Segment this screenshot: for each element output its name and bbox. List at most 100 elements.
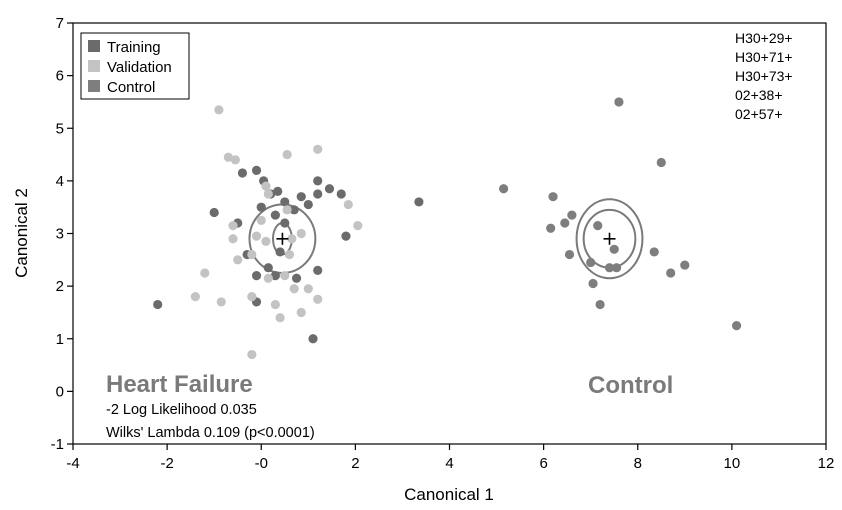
data-point-validation xyxy=(263,189,273,199)
y-axis-title: Canonical 2 xyxy=(12,188,31,278)
data-point-validation xyxy=(190,292,200,302)
data-point-training xyxy=(237,168,248,178)
data-point-control xyxy=(595,299,605,310)
x-tick-label: 10 xyxy=(724,455,741,472)
confidence-ellipse xyxy=(575,198,644,280)
group-label-heart-failure: Heart Failure xyxy=(106,371,253,398)
y-tick-label: 7 xyxy=(56,15,64,32)
x-tick-label: -2 xyxy=(160,455,173,472)
data-point-training xyxy=(251,165,262,175)
y-tick-label: 1 xyxy=(56,331,64,348)
stat-wilks-lambda: Wilks' Lambda 0.109 (p<0.0001) xyxy=(106,425,315,441)
data-point-validation xyxy=(289,284,299,294)
data-point-training xyxy=(313,265,323,275)
data-point-training xyxy=(313,176,323,186)
y-tick-label: 0 xyxy=(56,383,64,400)
stat-log-likelihood: -2 Log Likelihood 0.035 xyxy=(106,402,257,418)
data-point-training xyxy=(256,202,266,212)
data-point-control xyxy=(588,278,598,289)
data-point-validation xyxy=(296,307,306,318)
data-point-control xyxy=(604,263,615,273)
y-tick-label: 6 xyxy=(56,68,64,85)
data-point-training xyxy=(303,199,313,210)
data-point-training xyxy=(414,197,424,207)
data-point-control xyxy=(609,244,619,254)
data-point-training xyxy=(270,210,280,220)
data-point-control xyxy=(586,257,596,268)
data-point-training xyxy=(324,184,335,194)
data-point-control xyxy=(614,97,624,107)
data-point-validation xyxy=(313,144,323,154)
data-point-control xyxy=(560,218,570,228)
x-tick-label: 2 xyxy=(351,455,359,472)
centroid-ellipses xyxy=(248,198,644,280)
data-point-validation xyxy=(228,234,238,244)
x-axis-title: Canonical 1 xyxy=(404,485,494,504)
data-point-validation xyxy=(263,273,273,283)
data-point-training xyxy=(341,231,351,241)
data-point-control xyxy=(546,223,556,233)
x-tick-label: -0 xyxy=(255,455,268,472)
marker-item: 02+38+ xyxy=(735,87,783,103)
data-point-validation xyxy=(223,152,233,162)
data-point-training xyxy=(280,197,290,207)
legend-swatch-training xyxy=(88,40,100,52)
x-tick-label: -4 xyxy=(66,455,79,472)
data-point-control xyxy=(649,247,659,257)
data-point-validation xyxy=(247,292,257,302)
data-point-control xyxy=(611,263,622,273)
marker-item: H30+73+ xyxy=(735,68,793,84)
data-point-validation xyxy=(214,105,224,115)
data-point-control xyxy=(731,320,742,331)
centroid-plus-marker xyxy=(276,232,289,245)
data-point-training xyxy=(280,218,290,228)
x-tick-label: 4 xyxy=(445,455,453,472)
data-point-control xyxy=(666,268,676,278)
data-points xyxy=(153,97,742,360)
data-point-training xyxy=(270,271,280,281)
data-point-control xyxy=(548,192,558,202)
marker-item: H30+29+ xyxy=(735,30,793,46)
data-point-control xyxy=(564,249,575,260)
data-point-control xyxy=(567,210,577,220)
legend-swatch-validation xyxy=(88,60,100,72)
centroid-plus-marker xyxy=(603,232,616,245)
data-point-training xyxy=(336,189,346,199)
marker-item: 02+57+ xyxy=(735,106,783,122)
data-point-validation xyxy=(261,236,271,246)
data-point-validation xyxy=(303,284,313,294)
data-point-control xyxy=(593,221,603,231)
data-point-training xyxy=(296,192,306,202)
data-point-training xyxy=(153,299,163,310)
data-point-control xyxy=(680,260,690,270)
data-point-validation xyxy=(216,297,226,307)
data-point-validation xyxy=(313,294,323,304)
data-point-validation xyxy=(230,155,240,165)
data-point-validation xyxy=(282,149,292,160)
legend-label-control: Control xyxy=(107,79,155,96)
legend: Training Validation Control xyxy=(80,32,190,100)
data-point-training xyxy=(251,271,262,281)
x-tick-label: 8 xyxy=(634,455,642,472)
data-point-training xyxy=(209,207,219,218)
y-tick-label: 2 xyxy=(56,278,64,295)
data-point-validation xyxy=(284,249,295,260)
data-point-training xyxy=(263,263,273,273)
y-tick-label: 5 xyxy=(56,120,64,137)
data-point-validation xyxy=(353,221,363,231)
x-tick-label: 12 xyxy=(818,455,835,472)
y-axis: -1 0 1 2 3 4 5 6 7 xyxy=(51,15,73,453)
legend-label-validation: Validation xyxy=(107,59,172,76)
x-tick-label: 6 xyxy=(539,455,547,472)
data-point-training xyxy=(313,189,323,199)
data-point-control xyxy=(656,157,666,168)
data-point-training xyxy=(289,205,299,215)
data-point-training xyxy=(273,186,283,196)
data-point-validation xyxy=(233,255,243,265)
data-point-validation xyxy=(247,249,257,260)
data-point-training xyxy=(308,334,318,344)
data-point-validation xyxy=(228,221,238,231)
centroid-markers xyxy=(276,232,616,245)
data-point-training xyxy=(275,247,285,257)
